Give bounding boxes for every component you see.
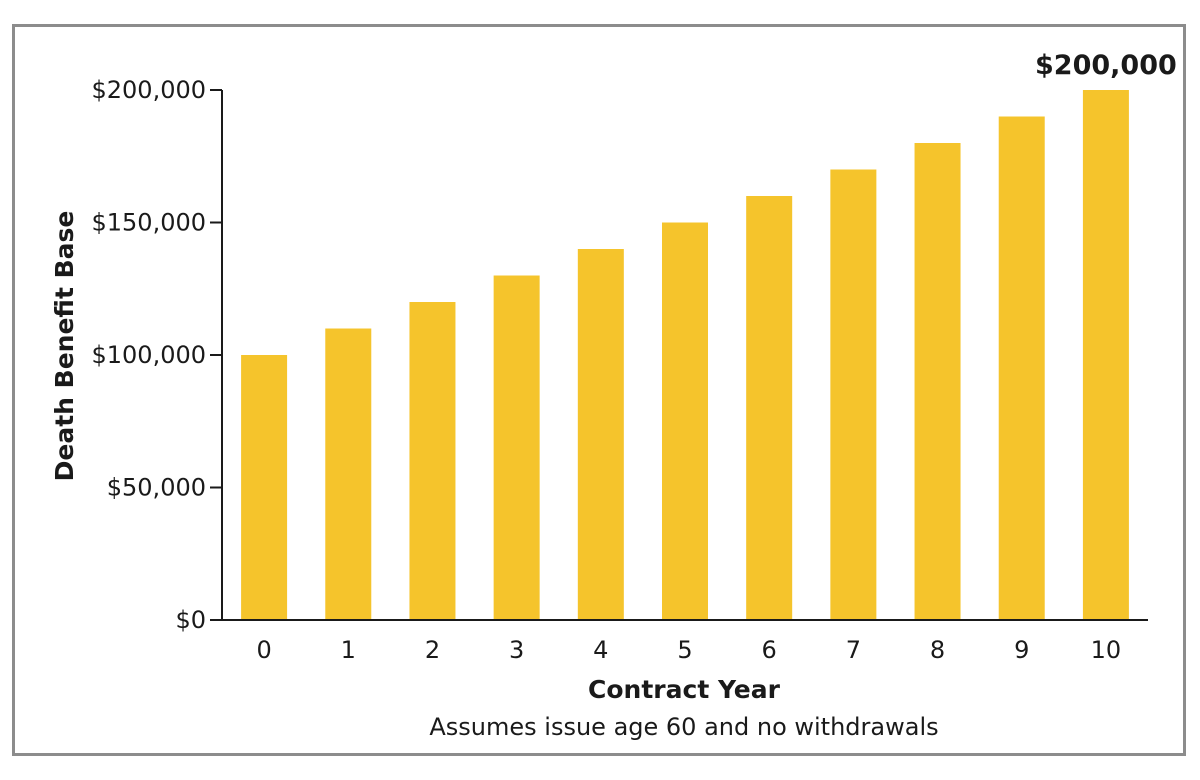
- x-ticks-group: 0 1 2 3 4 5 6 7 8 9 10: [256, 636, 1121, 664]
- bar-year-9: [998, 116, 1045, 620]
- y-tick-label: $0: [175, 606, 206, 634]
- x-tick-label: 0: [256, 636, 271, 664]
- y-tick-label: $50,000: [107, 474, 206, 502]
- x-tick-label: 7: [846, 636, 861, 664]
- x-tick-label: 9: [1014, 636, 1029, 664]
- y-tick-label: $200,000: [91, 76, 206, 104]
- bar-year-6: [746, 196, 793, 620]
- bar-year-0: [241, 355, 288, 620]
- bar-year-5: [662, 222, 708, 620]
- x-axis-title: Contract Year: [588, 675, 781, 704]
- x-tick-label: 1: [341, 636, 356, 664]
- y-ticks-group: $0 $50,000 $100,000 $150,000 $200,000: [91, 76, 222, 634]
- bar-year-3: [493, 275, 540, 620]
- x-tick-label: 6: [762, 636, 777, 664]
- data-label: $200,000: [1035, 50, 1177, 81]
- bar-year-4: [577, 249, 624, 620]
- y-tick-label: $100,000: [91, 341, 206, 369]
- x-tick-label: 4: [593, 636, 608, 664]
- x-tick-label: 2: [425, 636, 440, 664]
- bar-year-7: [830, 169, 877, 620]
- x-tick-label: 5: [677, 636, 692, 664]
- chart-note: Assumes issue age 60 and no withdrawals: [429, 713, 938, 741]
- bars-group: [241, 90, 1129, 620]
- bar-year-2: [409, 302, 456, 620]
- y-axis-title: Death Benefit Base: [50, 211, 79, 482]
- x-tick-label: 3: [509, 636, 524, 664]
- bar-year-8: [914, 143, 961, 620]
- x-tick-label: 8: [930, 636, 945, 664]
- bar-year-1: [325, 328, 372, 620]
- bar-year-10: [1082, 90, 1129, 620]
- y-tick-label: $150,000: [91, 209, 206, 237]
- x-tick-label: 10: [1091, 636, 1122, 664]
- data-labels-group: $200,000: [1035, 50, 1177, 81]
